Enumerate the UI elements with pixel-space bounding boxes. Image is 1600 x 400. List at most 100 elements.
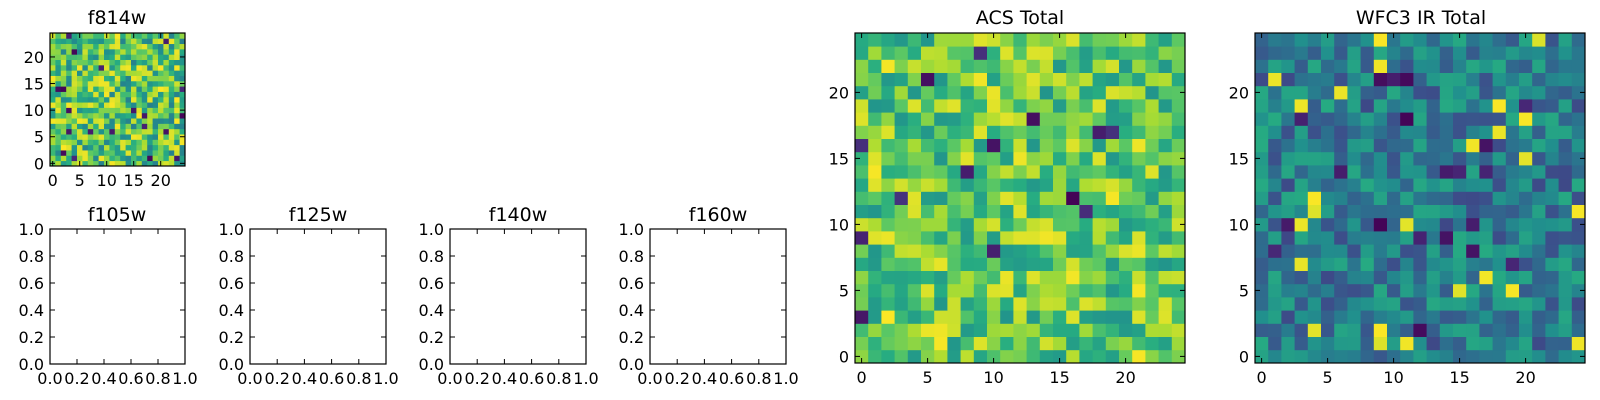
heatmap-cell	[1158, 125, 1173, 139]
heatmap-cell	[1321, 72, 1335, 87]
heatmap-cell	[1255, 310, 1269, 324]
x-tick-label: 5	[923, 368, 933, 387]
heatmap-cell	[1400, 349, 1414, 364]
heatmap-cell	[109, 155, 116, 162]
heatmap-cell	[881, 33, 895, 47]
heatmap-cell	[1505, 244, 1520, 258]
heatmap-cell	[947, 283, 961, 298]
heatmap-cell	[1321, 33, 1335, 47]
heatmap-cell	[894, 336, 909, 351]
heatmap-cell	[1119, 349, 1133, 364]
heatmap-cell	[82, 128, 89, 135]
heatmap-cell	[1505, 297, 1520, 311]
heatmap-cell	[109, 128, 116, 135]
heatmap-cell	[179, 86, 186, 92]
x-tick-label: 0.8	[546, 369, 571, 388]
heatmap-cell	[1466, 257, 1480, 271]
heatmap-cell	[1373, 204, 1388, 219]
heatmap-cell	[98, 107, 105, 114]
heatmap-cell	[1387, 59, 1401, 73]
heatmap-cells-acs-total	[855, 33, 1186, 364]
heatmap-cell	[87, 54, 94, 60]
heatmap-cell	[104, 48, 110, 55]
heatmap-cell	[125, 139, 132, 146]
heatmap-cell	[1505, 204, 1520, 219]
heatmap-cell	[1453, 191, 1467, 205]
heatmap-cell	[921, 191, 935, 205]
heatmap-cell	[55, 112, 62, 119]
y-tick-label: 0.2	[619, 328, 644, 347]
heatmap-cell	[987, 270, 1001, 285]
heatmap-cell	[71, 128, 78, 135]
heatmap-cell	[1387, 99, 1401, 113]
heatmap-cell	[1558, 217, 1573, 232]
heatmap-cell	[50, 75, 56, 82]
heatmap-cell	[1439, 217, 1454, 232]
heatmap-cell	[179, 139, 186, 146]
heatmap-cell	[1558, 231, 1573, 245]
heatmap-cell	[1039, 191, 1054, 205]
heatmap-cell	[1000, 310, 1014, 324]
heatmap-cell	[1545, 191, 1559, 205]
heatmap-cell	[1439, 323, 1454, 337]
y-tick-label: 20	[1229, 83, 1249, 102]
heatmap-cell	[104, 128, 110, 135]
heatmap-cell	[141, 118, 148, 124]
heatmap-cell	[98, 38, 105, 45]
heatmap-cell	[55, 139, 62, 146]
heatmap-cell	[1334, 165, 1348, 179]
heatmap-cell	[147, 38, 153, 45]
heatmap-cell	[1079, 244, 1093, 258]
heatmap-cell	[1079, 112, 1093, 126]
heatmap-cell	[82, 118, 89, 124]
heatmap-cell	[174, 102, 180, 108]
heatmap-cell	[141, 43, 148, 50]
panel-title-acs-total: ACS Total	[976, 7, 1064, 29]
heatmap-cell	[1519, 178, 1533, 192]
heatmap-cell	[1321, 257, 1335, 271]
heatmap-cell	[881, 138, 895, 153]
heatmap-cell	[1387, 231, 1401, 245]
heatmap-cell	[1400, 323, 1414, 337]
heatmap-cell	[1145, 244, 1159, 258]
heatmap-cell	[50, 139, 56, 146]
heatmap-cell	[93, 150, 99, 156]
heatmap-cell	[179, 91, 186, 98]
heatmap-cell	[66, 43, 72, 50]
heatmap-cell	[868, 112, 882, 126]
heatmap-cell	[987, 217, 1001, 232]
heatmap-cell	[1519, 191, 1533, 205]
heatmap-cell	[109, 80, 116, 87]
y-tick-label: 0.2	[419, 328, 444, 347]
heatmap-cell	[1558, 323, 1573, 337]
heatmap-cell	[1039, 283, 1054, 298]
heatmap-cell	[1171, 270, 1186, 285]
heatmap-cell	[152, 59, 159, 66]
heatmap-cell	[894, 323, 909, 337]
heatmap-cell	[1400, 244, 1414, 258]
axes-frame-acs-total	[854, 32, 1186, 364]
heatmap-cell	[1092, 283, 1107, 298]
heatmap-cell	[1505, 270, 1520, 285]
heatmap-cell	[1171, 33, 1186, 47]
heatmap-cell	[71, 102, 78, 108]
heatmap-cell	[1492, 33, 1507, 47]
heatmap-cell	[1105, 336, 1120, 351]
heatmap-cell	[1053, 99, 1067, 113]
heatmap-cell	[120, 75, 126, 82]
heatmap-cell	[109, 134, 116, 140]
heatmap-cell	[1571, 336, 1586, 351]
x-tick-label: 1.0	[172, 369, 197, 388]
heatmap-cell	[855, 72, 869, 87]
heatmap-cell	[93, 160, 99, 167]
heatmap-cell	[947, 270, 961, 285]
heatmap-cell	[1571, 244, 1586, 258]
heatmap-cell	[71, 155, 78, 162]
x-tick-label: 0.8	[346, 369, 371, 388]
heatmap-cell	[973, 323, 988, 337]
heatmap-cell	[66, 128, 72, 135]
heatmap-cell	[50, 128, 56, 135]
y-tick-label: 0.4	[419, 301, 444, 320]
heatmap-cell	[136, 155, 143, 162]
